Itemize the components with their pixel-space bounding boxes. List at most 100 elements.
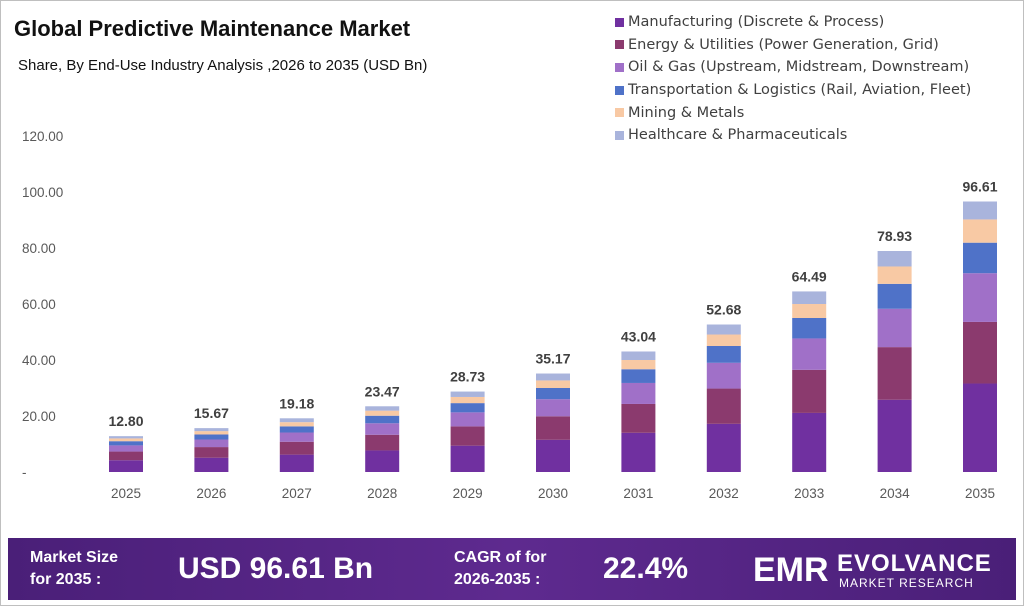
total-data-label: 19.18: [279, 395, 314, 411]
bar-segment: [963, 383, 997, 472]
bar-segment: [877, 399, 912, 472]
x-tick-label: 2027: [282, 486, 312, 501]
market-size-label: Market Size for 2035 :: [30, 549, 119, 588]
emr-logo-letters: EMR: [753, 551, 829, 588]
bar-segment: [279, 454, 314, 472]
cagr-value: 22.4%: [603, 552, 689, 585]
legend-item: Mining & Metals: [615, 101, 971, 124]
summary-banner: Market Size for 2035 : USD 96.61 Bn CAGR…: [8, 538, 1016, 600]
x-tick-label: 2028: [367, 486, 397, 501]
bar-segment: [706, 346, 741, 363]
legend-item: Energy & Utilities (Power Generation, Gr…: [615, 34, 971, 57]
legend-swatch: [615, 130, 624, 140]
bar-segment: [706, 362, 741, 389]
total-data-label: 15.67: [194, 405, 229, 421]
stacked-bar-chart: - 20.00 40.00 60.00 80.00 100.00 120.00 12.80 20…: [22, 129, 998, 501]
bar-segment: [706, 423, 741, 472]
bar-segment: [194, 447, 229, 458]
bar-segment: [450, 403, 485, 413]
legend-swatch: [615, 40, 624, 50]
x-tick-label: 2026: [196, 486, 226, 501]
emr-logo-icon: EMR: [753, 551, 829, 588]
total-data-label: 12.80: [108, 413, 143, 429]
bar-segment: [194, 434, 229, 440]
bar-segment: [963, 273, 997, 322]
bar-segment: [792, 338, 827, 370]
bar-segment: [365, 406, 400, 411]
bar-segment: [109, 436, 143, 439]
total-data-label: 28.73: [450, 369, 485, 385]
y-tick-label: 20.00: [22, 409, 56, 424]
y-tick-label: 120.00: [22, 129, 63, 144]
chart-title: Global Predictive Maintenance Market: [14, 16, 411, 41]
legend-label: Transportation & Logistics (Rail, Aviati…: [628, 82, 972, 99]
logo-tagline: MARKET RESEARCH: [839, 576, 974, 590]
y-tick-label: 100.00: [22, 185, 63, 200]
bar-segment: [963, 201, 997, 220]
bar-segment: [365, 423, 400, 435]
logo-wordmark: EVOLVANCE: [837, 550, 992, 577]
x-tick-label: 2035: [965, 486, 995, 501]
bar-segment: [536, 399, 570, 417]
bar-segment: [279, 432, 314, 442]
legend-item: Manufacturing (Discrete & Process): [615, 11, 971, 34]
y-tick-label: -: [22, 465, 27, 480]
bar-segment: [194, 431, 229, 435]
bar-segment: [194, 428, 229, 432]
bar-segment: [109, 438, 143, 442]
bar-segment: [365, 450, 400, 472]
total-data-label: 96.61: [962, 178, 997, 194]
bar-segment: [365, 434, 400, 451]
bar-segment: [792, 318, 827, 339]
bar-segment: [706, 388, 741, 424]
bar-segment: [536, 380, 570, 388]
x-tick-label: 2033: [794, 486, 824, 501]
total-data-label: 35.17: [535, 351, 570, 367]
bar-segment: [450, 391, 485, 397]
bar-segment: [621, 432, 656, 472]
bar-segment: [450, 412, 485, 427]
bar-segment: [109, 445, 143, 452]
total-data-label: 23.47: [365, 383, 400, 399]
bar-segment: [194, 457, 229, 472]
bar-segment: [877, 283, 912, 309]
total-data-label: 52.68: [706, 301, 741, 317]
bar-segment: [877, 266, 912, 284]
x-tick-label: 2030: [538, 486, 568, 501]
bar-segment: [706, 334, 741, 346]
bar-segment: [792, 412, 827, 472]
y-tick-label: 60.00: [22, 297, 56, 312]
bar-segment: [450, 445, 485, 472]
bar-segment: [365, 410, 400, 416]
bar-segment: [792, 291, 827, 304]
bar-segment: [877, 308, 912, 348]
bar-segment: [621, 369, 656, 383]
cagr-label: CAGR of for 2026-2035 :: [454, 549, 547, 588]
evolvance-logo: EMR EVOLVANCE MARKET RESEARCH: [753, 548, 1008, 592]
bar-segment: [194, 439, 229, 448]
bar-segment: [279, 422, 314, 427]
bar-segment: [792, 304, 827, 318]
legend-label: Mining & Metals: [628, 104, 745, 121]
legend-item: Healthcare & Pharmaceuticals: [615, 124, 971, 147]
bar-segment: [621, 403, 656, 433]
bar-segment: [279, 418, 314, 423]
bar-segment: [621, 351, 656, 360]
bar-segment: [621, 360, 656, 370]
legend-swatch: [615, 17, 624, 27]
bar-segment: [536, 416, 570, 440]
bar-segment: [365, 415, 400, 424]
bar-segment: [109, 441, 143, 446]
chart-legend: Manufacturing (Discrete & Process) Energy…: [615, 11, 971, 147]
legend-swatch: [615, 62, 624, 72]
bar-segment: [536, 439, 570, 472]
legend-label: Healthcare & Pharmaceuticals: [628, 127, 848, 144]
total-data-label: 43.04: [621, 328, 656, 344]
bar-segment: [963, 242, 997, 274]
x-tick-label: 2034: [880, 486, 911, 501]
bar-segment: [536, 373, 570, 381]
y-tick-label: 40.00: [22, 353, 56, 368]
total-data-label: 64.49: [792, 268, 827, 284]
bar-segment: [109, 451, 143, 461]
x-tick-label: 2032: [709, 486, 739, 501]
